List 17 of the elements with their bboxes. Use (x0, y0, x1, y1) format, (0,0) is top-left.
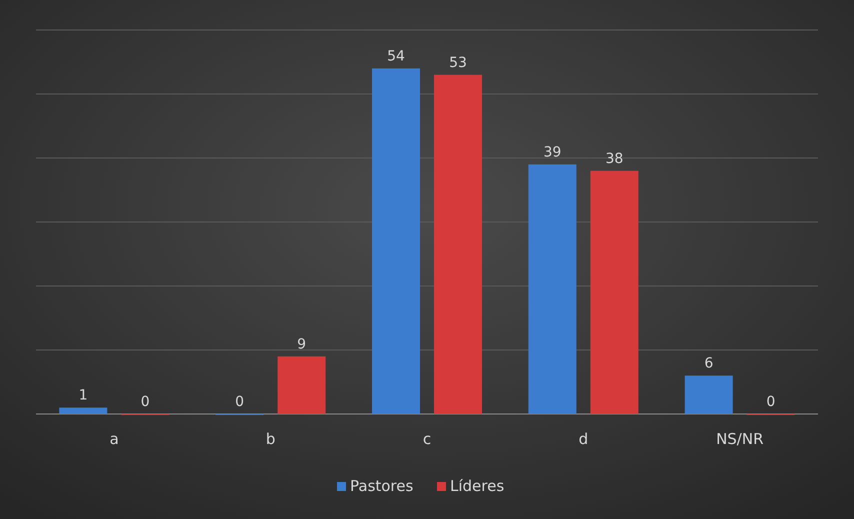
data-label: 6 (704, 356, 714, 372)
data-label: 38 (605, 150, 624, 167)
x-tick-label: NS/NR (716, 430, 764, 448)
data-label: 0 (766, 394, 776, 410)
data-label: 0 (140, 394, 150, 410)
legend-label: Líderes (450, 477, 504, 495)
legend-label: Pastores (350, 477, 414, 495)
data-label: 9 (297, 336, 306, 352)
data-label: 39 (543, 144, 562, 160)
data-label: 1 (78, 388, 88, 404)
x-tick-label: a (110, 430, 119, 448)
x-tick-label: d (578, 430, 588, 448)
x-tick-label: c (422, 430, 432, 448)
data-label: 53 (449, 54, 467, 71)
data-label: 0 (235, 394, 244, 410)
data-label: 54 (387, 48, 405, 64)
x-tick-label: b (266, 430, 276, 448)
